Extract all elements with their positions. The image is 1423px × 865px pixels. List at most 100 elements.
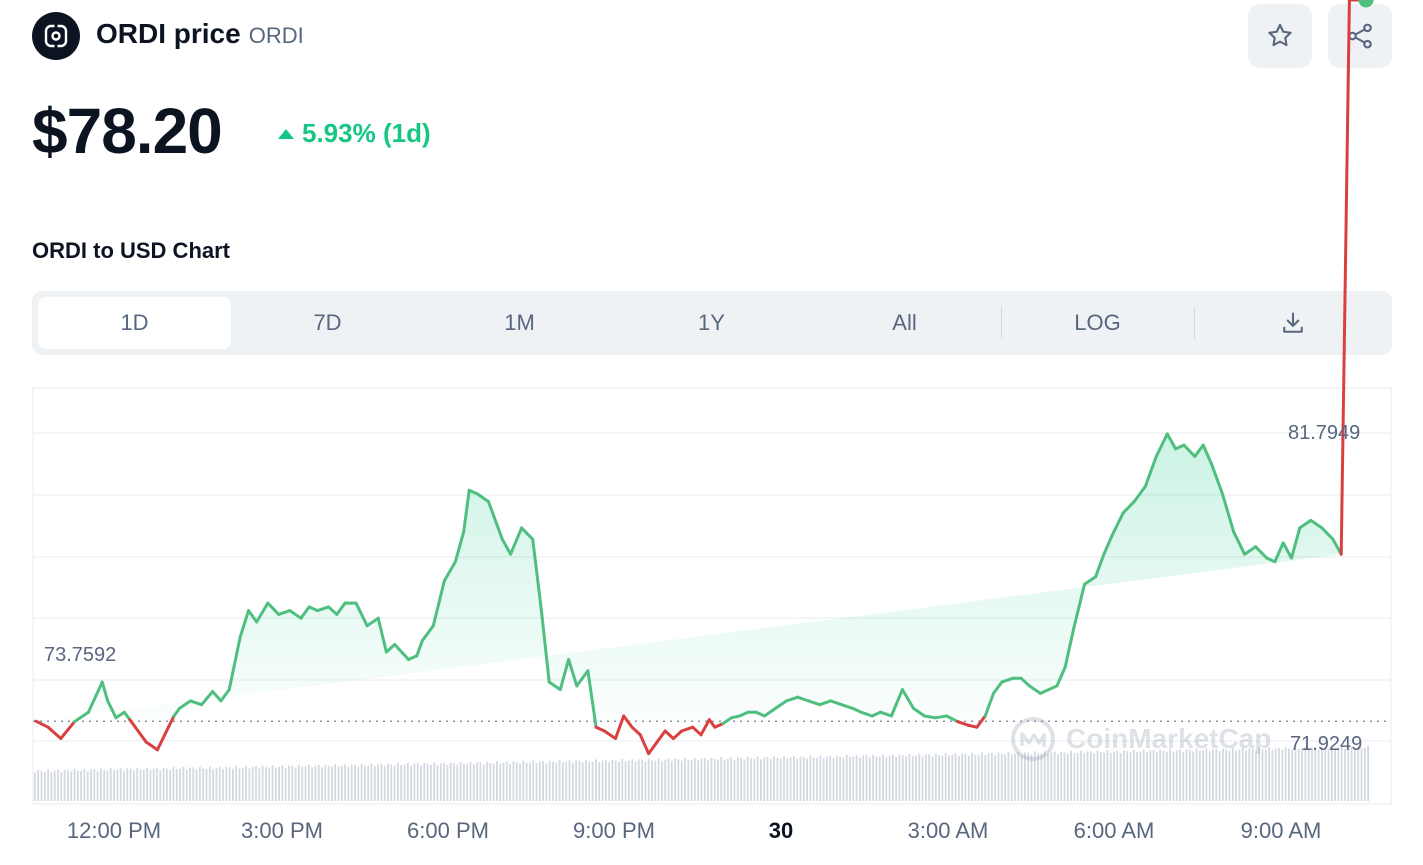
tab-1d[interactable]: 1D — [38, 297, 231, 349]
price-line-segment-up — [122, 710, 132, 722]
volume-bar — [1057, 754, 1059, 801]
price-line-segment-up — [500, 537, 513, 556]
price-line-segment-up — [840, 703, 855, 710]
volume-bar — [496, 761, 498, 801]
volume-bar — [1350, 747, 1353, 801]
share-icon — [1348, 23, 1372, 49]
volume-bar — [413, 763, 416, 801]
volume-bar — [241, 767, 244, 801]
tab-divider — [1001, 307, 1002, 339]
volume-bar — [1156, 752, 1158, 801]
volume-bar — [565, 761, 568, 801]
volume-bar — [987, 753, 990, 801]
volume-bar — [628, 760, 630, 801]
volume-bar — [799, 756, 802, 801]
watchlist-star-button[interactable] — [1248, 4, 1312, 68]
tab-log[interactable]: LOG — [1074, 310, 1121, 335]
volume-bar — [1066, 753, 1069, 801]
tab-1y[interactable]: 1Y — [698, 310, 725, 335]
download-button[interactable] — [1194, 297, 1392, 349]
price-line-segment-up — [86, 680, 104, 714]
volume-bar — [370, 763, 373, 801]
volume-bar — [113, 770, 115, 801]
volume-bar — [806, 758, 808, 801]
volume-bar — [997, 752, 1000, 801]
x-tick-label: 3:00 PM — [241, 818, 323, 843]
volume-bar — [588, 761, 591, 801]
volume-bar — [512, 761, 515, 801]
price-line-segment-up — [407, 654, 419, 661]
price-line-segment-up — [172, 706, 181, 718]
volume-bar — [760, 759, 762, 801]
volume-bar — [57, 769, 59, 801]
volume-bar — [1278, 747, 1280, 801]
price-line-segment-down — [630, 725, 642, 737]
volume-bar — [743, 759, 746, 801]
y-label-open: 73.7592 — [42, 644, 119, 667]
volume-bar — [661, 760, 663, 801]
price-line-segment-up — [189, 699, 204, 707]
price-line-segment-up — [1174, 443, 1186, 451]
volume-bar — [571, 762, 574, 801]
price-line-segment-up — [384, 643, 397, 654]
volume-bar — [383, 766, 386, 801]
volume-bar — [608, 762, 610, 801]
volume-bar — [271, 765, 274, 801]
tab-1m[interactable]: 1M — [504, 310, 535, 335]
volume-bar — [1301, 748, 1303, 801]
volume-bar — [63, 769, 66, 801]
volume-bar — [274, 767, 277, 801]
tab-all[interactable]: All — [892, 310, 917, 335]
price-line-segment-up — [1083, 575, 1098, 586]
volume-bar — [1264, 749, 1267, 801]
volume-bar — [862, 755, 865, 801]
tab-7d[interactable]: 7D — [313, 310, 342, 335]
price-line-segment-up — [1201, 443, 1213, 466]
volume-bar — [225, 766, 228, 801]
volume-bar — [882, 754, 884, 801]
volume-bar — [459, 761, 462, 801]
volume-bar — [1030, 754, 1033, 801]
x-tick-label: 9:00 PM — [573, 818, 655, 843]
volume-bar — [255, 766, 257, 801]
volume-bar — [172, 767, 175, 801]
volume-bar — [96, 771, 99, 801]
volume-bar — [205, 768, 208, 801]
volume-bar — [624, 761, 627, 801]
volume-bar — [265, 767, 267, 801]
price-line-segment-up — [453, 530, 466, 564]
volume-bar — [53, 770, 56, 801]
volume-bar — [248, 768, 251, 801]
volume-bar — [581, 762, 584, 801]
volume-bar — [967, 755, 970, 801]
volume-bar — [637, 759, 640, 801]
volume-bar — [905, 756, 907, 801]
price-line-segment-up — [238, 609, 250, 639]
volume-bar — [700, 758, 703, 801]
volume-bar — [1113, 751, 1115, 801]
volume-bar — [70, 771, 73, 801]
volume-bar — [1043, 751, 1046, 801]
volume-bar — [964, 753, 967, 801]
price-line-segment-down — [663, 729, 675, 740]
volume-bar — [1142, 749, 1145, 801]
price-line-segment-up — [73, 710, 90, 724]
current-price: $78.20 — [32, 95, 223, 167]
volume-bar — [984, 755, 987, 801]
volume-bar — [1083, 753, 1086, 801]
volume-bar — [974, 754, 977, 801]
volume-bar — [1096, 750, 1099, 801]
volume-bar — [106, 770, 109, 801]
volume-bar — [76, 770, 79, 801]
volume-bar — [723, 759, 726, 801]
x-tick-label: 9:00 AM — [1240, 818, 1322, 843]
volume-bar — [1311, 747, 1313, 801]
volume-bar — [340, 765, 343, 801]
volume-bar — [1103, 752, 1105, 801]
volume-bar — [839, 756, 841, 801]
volume-bar — [793, 756, 795, 801]
share-button[interactable] — [1328, 4, 1392, 68]
volume-bar — [453, 763, 455, 801]
volume-bar — [1070, 750, 1072, 801]
